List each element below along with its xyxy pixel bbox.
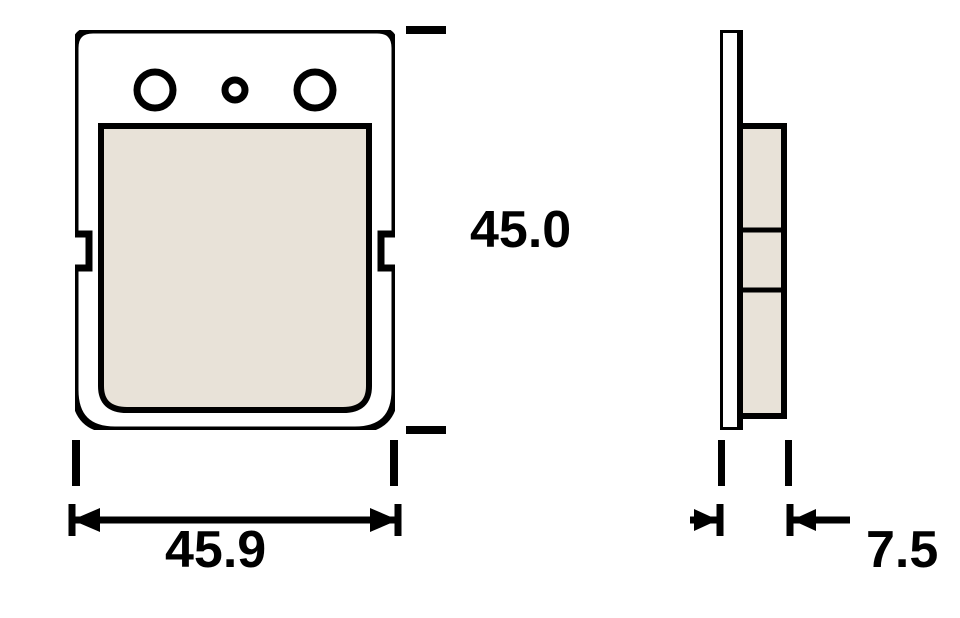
thickness-dimension-line (690, 500, 850, 540)
thickness-label: 7.5 (866, 520, 938, 580)
brake-pad-side-view (720, 30, 790, 430)
height-tick-bottom (406, 426, 446, 434)
height-tick-top (406, 26, 446, 34)
diagram-canvas: 45.0 45.9 7.5 (0, 0, 960, 618)
width-label: 45.9 (165, 520, 266, 580)
brake-pad-front-view (75, 30, 395, 430)
thickness-tick-right (785, 440, 792, 486)
height-label: 45.0 (470, 200, 571, 260)
width-tick-right (390, 440, 398, 486)
thickness-tick-left (718, 440, 725, 486)
width-tick-left (72, 440, 80, 486)
